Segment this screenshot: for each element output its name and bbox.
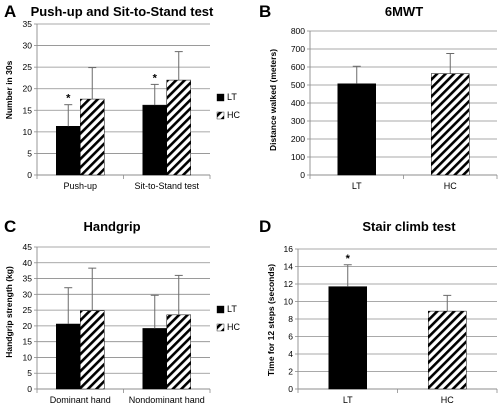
y-tick-label: 30 — [23, 289, 33, 299]
y-tick-label: 10 — [23, 127, 33, 137]
y-tick-label: 20 — [23, 84, 33, 94]
y-axis-label: Number in 30s — [4, 60, 14, 119]
y-tick-label: 300 — [291, 116, 305, 126]
plot-area: 0 2 4 6 8 10 12 14 16 LT * HC — [284, 244, 498, 405]
x-tick-label: Sit-to-Stand test — [134, 181, 199, 191]
y-tick-label: 25 — [23, 62, 33, 72]
y-tick-label: 4 — [288, 349, 293, 359]
y-axis-label: Time for 12 steps (seconds) — [266, 264, 276, 376]
x-tick-label: HC — [441, 395, 454, 405]
y-tick-label: 45 — [23, 242, 33, 252]
panel-letter: C — [4, 217, 16, 236]
bar — [80, 98, 105, 176]
panel-d: D Stair climb test Time for 12 steps (se… — [259, 217, 498, 405]
legend-swatch — [216, 323, 225, 332]
y-tick-label: 200 — [291, 134, 305, 144]
x-tick-label: HC — [444, 181, 457, 191]
legend-swatch — [216, 111, 225, 120]
panel-c: C Handgrip Handgrip strength (kg) 0 5 10 15… — [4, 217, 240, 405]
bar — [56, 125, 81, 176]
plot-area: 0 5 10 15 20 25 30 35 40 45 Dominant hand Nondomina… — [23, 242, 241, 405]
legend-swatch — [216, 305, 225, 314]
y-tick-label: 0 — [300, 170, 305, 180]
bar — [166, 79, 191, 176]
y-tick-label: 800 — [291, 26, 305, 36]
y-tick-label: 12 — [284, 279, 294, 289]
y-tick-label: 700 — [291, 44, 305, 54]
y-tick-label: 0 — [288, 384, 293, 394]
panel-title: Handgrip — [83, 219, 140, 234]
significance-marker: * — [346, 253, 351, 265]
y-axis-label: Handgrip strength (kg) — [4, 266, 14, 358]
y-tick-label: 600 — [291, 62, 305, 72]
x-tick-label: LT — [343, 395, 353, 405]
y-tick-label: 5 — [27, 148, 32, 158]
y-tick-label: 35 — [23, 274, 33, 284]
y-tick-label: 15 — [23, 337, 33, 347]
y-tick-label: 16 — [284, 244, 294, 254]
y-axis-label: Distance walked (meters) — [268, 49, 278, 151]
plot-area: 0 100 200 300 400 500 600 700 800 LT HC — [291, 26, 498, 191]
y-tick-label: 6 — [288, 332, 293, 342]
panel-b: B 6MWT Distance walked (meters) 0 100 200 3… — [259, 2, 498, 191]
x-tick-label: Dominant hand — [50, 395, 111, 405]
significance-marker: * — [153, 72, 158, 84]
bar — [328, 286, 367, 390]
y-tick-label: 8 — [288, 314, 293, 324]
y-tick-label: 100 — [291, 152, 305, 162]
y-tick-label: 30 — [23, 41, 33, 51]
y-tick-label: 0 — [27, 170, 32, 180]
panel-letter: A — [4, 2, 16, 21]
panel-title: 6MWT — [385, 4, 423, 19]
y-tick-label: 500 — [291, 80, 305, 90]
y-tick-label: 5 — [27, 368, 32, 378]
x-tick-label: Nondominant hand — [129, 395, 205, 405]
panel-a: A Push-up and Sit-to-Stand test Number i… — [4, 2, 240, 191]
y-tick-label: 35 — [23, 19, 33, 29]
legend-label: HC — [227, 110, 240, 120]
y-tick-label: 2 — [288, 367, 293, 377]
y-tick-label: 14 — [284, 262, 294, 272]
bar — [431, 73, 470, 176]
bar — [80, 310, 105, 390]
x-tick-label: LT — [352, 181, 362, 191]
legend-label: HC — [227, 322, 240, 332]
bar — [166, 314, 191, 390]
y-tick-label: 15 — [23, 105, 33, 115]
bar — [56, 323, 81, 390]
panel-letter: D — [259, 217, 271, 236]
y-tick-label: 0 — [27, 384, 32, 394]
bar — [428, 310, 467, 390]
plot-area: 0 5 10 15 20 25 30 35 Push-up * Sit-to-Stand test *… — [23, 19, 241, 191]
y-tick-label: 10 — [284, 297, 294, 307]
bar — [142, 328, 167, 390]
y-tick-label: 10 — [23, 352, 33, 362]
legend-label: LT — [227, 92, 237, 102]
panel-title: Stair climb test — [362, 219, 456, 234]
x-tick-label: Push-up — [63, 181, 97, 191]
bar — [142, 104, 167, 176]
y-tick-label: 25 — [23, 305, 33, 315]
panel-letter: B — [259, 2, 271, 21]
y-tick-label: 40 — [23, 258, 33, 268]
y-tick-label: 20 — [23, 321, 33, 331]
bar — [337, 83, 376, 176]
panel-title: Push-up and Sit-to-Stand test — [31, 4, 214, 19]
significance-marker: * — [66, 93, 71, 105]
legend-label: LT — [227, 304, 237, 314]
y-tick-label: 400 — [291, 98, 305, 108]
legend-swatch — [216, 93, 225, 102]
